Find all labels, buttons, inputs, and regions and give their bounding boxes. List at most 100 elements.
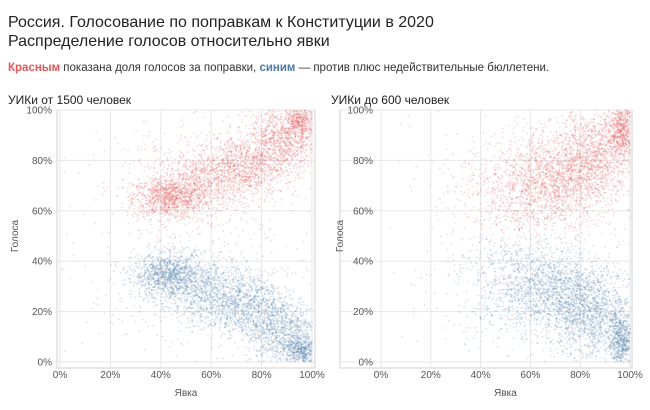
point-for xyxy=(275,169,278,172)
point-for xyxy=(232,163,235,166)
point-for xyxy=(169,208,172,211)
point-for xyxy=(165,229,168,231)
point-for xyxy=(210,202,213,205)
point-for xyxy=(188,202,191,205)
point-for xyxy=(258,167,261,170)
point-for xyxy=(231,192,233,195)
point-for xyxy=(276,176,278,179)
point-for xyxy=(163,214,166,217)
point-for xyxy=(246,172,248,175)
point-against xyxy=(155,257,158,259)
point-for xyxy=(190,191,193,194)
point-for xyxy=(256,118,258,121)
point-for xyxy=(156,206,159,208)
point-for xyxy=(187,140,190,143)
point-for xyxy=(155,194,157,197)
point-for xyxy=(221,181,224,184)
point-for xyxy=(309,135,311,138)
point-against xyxy=(156,264,158,267)
point-for xyxy=(218,162,221,165)
point-for xyxy=(283,137,285,140)
point-for xyxy=(279,116,282,118)
point-for xyxy=(310,118,312,121)
point-for xyxy=(239,187,241,190)
point-for xyxy=(204,202,206,204)
point-for xyxy=(148,212,150,215)
point-for xyxy=(294,110,296,113)
point-for xyxy=(301,112,304,115)
point-for xyxy=(307,165,310,168)
point-for xyxy=(274,167,276,170)
point-for xyxy=(183,162,185,165)
point-for xyxy=(179,136,182,139)
point-for xyxy=(192,193,194,196)
point-for xyxy=(286,158,289,160)
point-for xyxy=(223,205,226,208)
point-for xyxy=(207,222,209,224)
point-for xyxy=(209,160,211,163)
point-for xyxy=(247,203,250,205)
point-for xyxy=(227,150,230,153)
point-for xyxy=(201,149,204,152)
point-for xyxy=(278,145,281,148)
point-for xyxy=(263,191,266,193)
point-for xyxy=(134,204,136,207)
point-for xyxy=(288,120,291,123)
point-against xyxy=(135,265,137,267)
point-for xyxy=(144,218,146,220)
point-against xyxy=(161,258,164,261)
point-for xyxy=(258,205,261,208)
point-for xyxy=(217,179,220,182)
point-for xyxy=(265,148,268,150)
point-against xyxy=(133,267,136,270)
point-for xyxy=(222,206,225,209)
point-for xyxy=(263,198,266,200)
point-for xyxy=(173,214,175,217)
point-for xyxy=(212,153,215,156)
point-for xyxy=(276,137,279,140)
point-for xyxy=(292,203,294,205)
point-for xyxy=(296,153,299,156)
point-for xyxy=(259,198,261,201)
point-for xyxy=(215,217,218,220)
point-for xyxy=(244,156,247,158)
point-for xyxy=(300,114,302,116)
point-for xyxy=(88,163,91,166)
point-for xyxy=(232,185,235,188)
point-for xyxy=(235,167,238,170)
point-for xyxy=(177,197,180,200)
point-for xyxy=(298,162,301,165)
point-for xyxy=(148,130,151,133)
point-for xyxy=(266,182,269,185)
point-for xyxy=(260,178,262,181)
point-for xyxy=(249,131,252,134)
point-for xyxy=(171,191,173,194)
point-for xyxy=(283,132,286,135)
point-for xyxy=(183,186,186,189)
point-against xyxy=(119,272,122,275)
point-for xyxy=(171,206,174,209)
point-for xyxy=(216,156,218,159)
point-for xyxy=(163,132,166,135)
point-for xyxy=(277,169,280,172)
point-for xyxy=(227,139,230,142)
point-for xyxy=(233,181,236,184)
point-for xyxy=(229,188,232,191)
point-for xyxy=(162,175,165,178)
point-for xyxy=(223,142,226,145)
point-for xyxy=(247,160,250,162)
point-for xyxy=(196,213,199,216)
point-for xyxy=(219,210,222,213)
point-for xyxy=(309,171,311,174)
point-for xyxy=(229,123,231,126)
point-for xyxy=(199,196,201,199)
point-for xyxy=(131,214,134,216)
point-for xyxy=(230,154,233,157)
point-for xyxy=(127,199,130,202)
point-for xyxy=(296,195,299,198)
point-for xyxy=(269,142,271,145)
point-for xyxy=(167,187,170,189)
point-for xyxy=(242,211,245,213)
point-for xyxy=(174,158,176,161)
point-for xyxy=(132,193,135,196)
